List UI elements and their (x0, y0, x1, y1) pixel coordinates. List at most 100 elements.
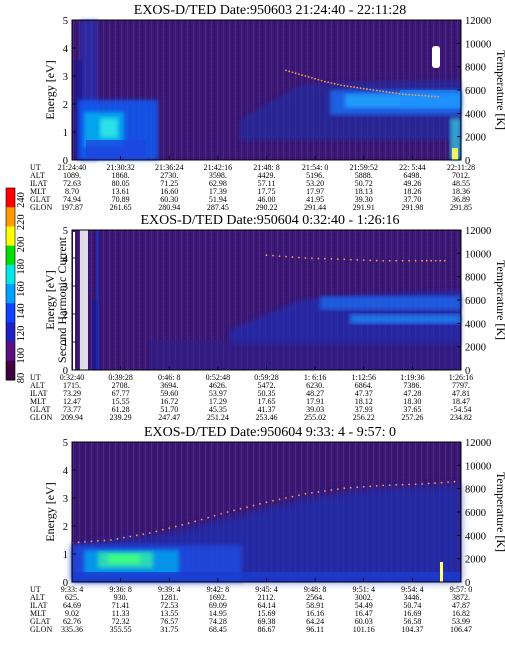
temperature-point (453, 480, 456, 483)
orbit-value: 9:42: 8 (207, 585, 229, 594)
orbit-row-label: ALT (30, 171, 45, 180)
orbit-value: 64.14 (258, 601, 276, 610)
orbit-value: 16.47 (355, 609, 373, 618)
y2-tick-label: 0 (465, 366, 470, 377)
orbit-value: 47.87 (452, 601, 470, 610)
orbit-row-label: UT (30, 373, 41, 382)
colorbar-segment (6, 245, 15, 266)
panel-3: EXOS-D/TED Date:950604 9:33: 4 - 9:57: 0… (30, 425, 505, 634)
temperature-point (401, 483, 404, 486)
temperature-point (298, 73, 300, 76)
temperature-point (356, 258, 359, 261)
y-tick-label: 0 (63, 578, 68, 589)
orbit-value: 0:39:28 (108, 373, 132, 382)
y2-tick-label: 4000 (465, 109, 486, 120)
panel-2-temperature-trace (265, 254, 446, 262)
orbit-value: 64.24 (306, 617, 324, 626)
temperature-point (359, 87, 362, 90)
orbit-value: 62.76 (63, 617, 81, 626)
orbit-row-label: GLON (30, 413, 52, 422)
temperature-point (421, 483, 423, 485)
temperature-point (288, 70, 291, 73)
temperature-point (291, 256, 294, 258)
y2-tick-label: 12000 (465, 438, 491, 449)
temperature-point (246, 506, 248, 508)
orbit-value: 71.41 (112, 601, 130, 610)
orbit-value: 16.16 (306, 609, 324, 618)
orbit-value: 239.29 (110, 413, 132, 422)
temperature-point (310, 257, 313, 260)
orbit-value: 625. (65, 593, 79, 602)
temperature-point (97, 540, 99, 542)
colorbar-segment (6, 264, 15, 285)
orbit-value: 17.97 (306, 187, 324, 196)
orbit-value: 69.38 (258, 617, 276, 626)
orbit-value: 39.03 (306, 405, 324, 414)
orbit-value: -54.54 (451, 405, 472, 414)
orbit-value: 251.24 (207, 413, 229, 422)
orbit-value: 62.98 (209, 179, 227, 188)
orbit-row-label: ILAT (30, 389, 47, 398)
y-tick-label: 2 (63, 100, 68, 111)
orbit-value: 234.82 (450, 413, 472, 422)
colorbar-frame (5, 187, 16, 381)
colorbar-tick-label: 200 (16, 237, 27, 253)
orbit-value: 21:59:52 (350, 163, 378, 172)
orbit-value: 18.47 (452, 397, 470, 406)
orbit-value: 9:48: 8 (304, 585, 326, 594)
panel-1: EXOS-D/TED Date:950603 21:24:40 - 22:11:… (30, 3, 505, 212)
colorbar-segment (6, 303, 15, 323)
y-tick-label: 4 (63, 44, 69, 55)
temperature-point (343, 84, 346, 87)
temperature-point (353, 86, 355, 89)
temperature-point (434, 259, 437, 262)
temperature-point (388, 484, 391, 487)
orbit-value: 53.99 (452, 617, 470, 626)
colorbar-tick-label: 80 (16, 373, 27, 384)
colorbar-tick-label: 220 (16, 214, 27, 230)
panel-3-ylabel: Energy [eV] (43, 482, 57, 541)
temperature-point (408, 93, 411, 96)
temperature-point (408, 259, 411, 262)
orbit-value: 22:11:28 (447, 163, 475, 172)
orbit-value: 59.60 (160, 389, 178, 398)
orbit-row-label: GLAT (30, 195, 51, 204)
temperature-point (372, 89, 375, 91)
temperature-point (362, 259, 365, 261)
orbit-value: 39.30 (355, 195, 373, 204)
temperature-point (174, 525, 177, 528)
orbit-value: 11.33 (112, 609, 130, 618)
temperature-point (385, 90, 388, 93)
orbit-value: 13.61 (112, 187, 130, 196)
orbit-value: 291.85 (450, 203, 472, 212)
orbit-value: 57.11 (258, 179, 276, 188)
orbit-row-label: GLON (30, 625, 52, 634)
temperature-point (427, 95, 430, 97)
orbit-value: 0:59:28 (254, 373, 278, 382)
orbit-value: 0:32:40 (60, 373, 84, 382)
orbit-value: 51.70 (160, 405, 178, 414)
temperature-point (336, 488, 339, 491)
y2-tick-label: 8000 (465, 63, 486, 74)
orbit-value: 80.05 (112, 179, 130, 188)
orbit-value: 16.60 (160, 187, 178, 196)
orbit-value: 17.65 (258, 397, 276, 406)
orbit-value: 101.16 (353, 625, 375, 634)
y-tick-label: 2 (63, 522, 68, 533)
temperature-point (427, 482, 430, 485)
orbit-value: 21:48: 8 (253, 163, 279, 172)
temperature-point (356, 486, 359, 489)
temperature-point (395, 259, 398, 262)
colorbar-tick-label: 160 (16, 281, 27, 297)
orbit-value: 21:36:24 (155, 163, 183, 172)
temperature-point (278, 498, 281, 501)
panel-1-heatmap (72, 20, 461, 160)
y-tick-label: 3 (63, 282, 68, 293)
orbit-value: 53.97 (209, 389, 227, 398)
orbit-value: 291.91 (353, 203, 375, 212)
orbit-value: 53.20 (306, 179, 324, 188)
orbit-value: 16.69 (403, 609, 421, 618)
temperature-point (310, 491, 313, 494)
panel-2-axes: 0 1 2 3 4 5 0 2000 4000 6000 8000 10000 12000 (63, 226, 492, 377)
